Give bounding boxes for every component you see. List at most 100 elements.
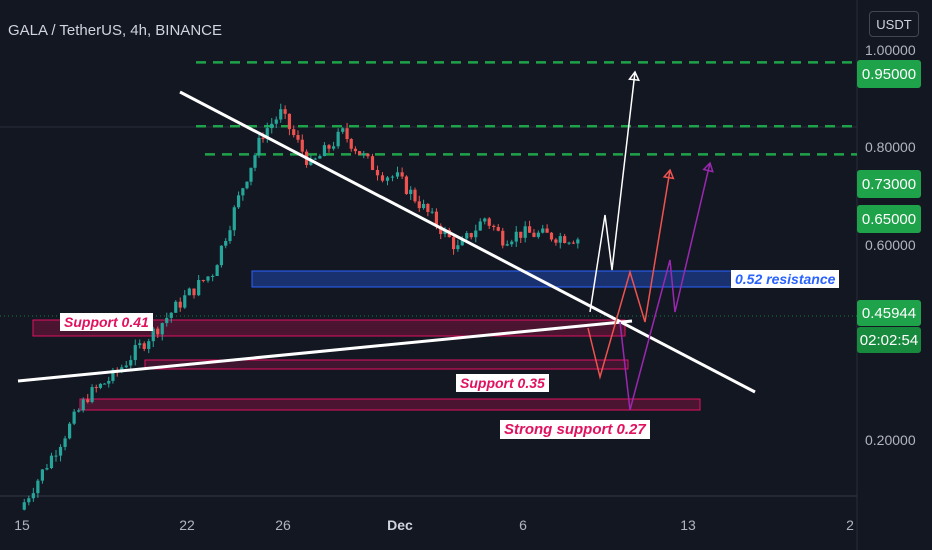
candle <box>478 221 482 231</box>
ascending-trendline <box>17 319 633 383</box>
candle <box>147 341 151 349</box>
support-041-zone <box>32 319 626 337</box>
support-035-label: Support 0.35 <box>456 374 549 392</box>
candle <box>257 137 261 156</box>
candle <box>370 156 375 170</box>
candle <box>219 245 224 266</box>
candle <box>300 139 304 152</box>
candle <box>236 195 241 208</box>
candle <box>460 238 464 246</box>
candle <box>279 109 283 120</box>
x-tick-label: 15 <box>14 517 30 533</box>
x-tick-label: 26 <box>275 517 291 533</box>
candle <box>514 231 518 242</box>
projection-path-purple <box>619 162 711 411</box>
candle <box>366 153 370 157</box>
target-level-badge: 0.65000 <box>857 205 921 233</box>
target-level-badge: 0.73000 <box>857 170 921 198</box>
candle <box>36 480 40 494</box>
candle <box>94 387 98 389</box>
x-tick-label: 13 <box>680 517 696 533</box>
support-035-zone <box>144 359 629 370</box>
candle <box>331 146 336 149</box>
candle <box>313 158 317 160</box>
candle <box>151 328 155 342</box>
candle <box>156 328 160 335</box>
x-tick-label: 22 <box>179 517 195 533</box>
candle <box>336 131 340 147</box>
candle <box>187 288 191 296</box>
candle <box>265 128 269 139</box>
candle <box>81 399 85 411</box>
x-tick-label: 6 <box>519 517 527 533</box>
candle <box>456 245 460 250</box>
candle <box>86 399 90 403</box>
candle <box>102 383 107 385</box>
candle <box>58 446 63 456</box>
candle <box>160 323 164 335</box>
candle <box>224 241 228 246</box>
candle <box>430 211 434 213</box>
candle <box>385 177 390 181</box>
candle <box>169 312 173 318</box>
candle <box>270 123 274 129</box>
candle <box>174 301 178 313</box>
candle <box>357 151 362 155</box>
y-tick-label: 0.80000 <box>865 139 916 155</box>
candle <box>215 265 219 276</box>
currency-badge[interactable]: USDT <box>869 11 919 37</box>
candle <box>98 383 103 388</box>
candle <box>404 176 409 195</box>
candle <box>409 189 413 195</box>
candle <box>451 237 456 250</box>
projection-path-red <box>587 169 671 380</box>
candle <box>465 233 469 239</box>
candle <box>68 423 72 439</box>
candle <box>261 137 265 139</box>
candle <box>545 228 549 233</box>
candle <box>292 129 296 136</box>
candle <box>206 276 210 281</box>
candle <box>192 288 196 296</box>
candle <box>22 502 26 510</box>
candle <box>287 113 292 130</box>
candle <box>249 167 253 182</box>
candle <box>501 230 505 246</box>
candle <box>54 455 58 457</box>
strong-support-label: Strong support 0.27 <box>500 420 650 439</box>
projection-path-white <box>589 71 636 313</box>
candle <box>536 232 540 237</box>
candle <box>318 156 322 159</box>
candle <box>107 380 111 384</box>
candle <box>541 228 545 233</box>
candle <box>31 493 35 499</box>
chart-title: GALA / TetherUS, 4h, BINANCE <box>8 22 222 39</box>
candle <box>510 241 514 245</box>
candle <box>296 135 300 140</box>
candle <box>483 218 487 222</box>
candle <box>341 128 345 132</box>
candle <box>380 175 385 181</box>
candle <box>349 139 353 149</box>
resistance-label: 0.52 resistance <box>731 270 840 288</box>
support-041-label: Support 0.41 <box>60 313 153 331</box>
candle <box>165 317 169 324</box>
x-tick-label: 2 <box>846 517 854 533</box>
candle <box>395 172 400 177</box>
candle <box>417 201 421 209</box>
candle <box>322 145 327 157</box>
candle <box>413 189 417 202</box>
candle <box>63 438 67 447</box>
candle <box>245 181 249 189</box>
candle <box>40 469 44 481</box>
candle <box>77 410 81 412</box>
candle <box>211 275 215 277</box>
candle <box>439 225 443 235</box>
arrow-head <box>628 70 640 82</box>
candle <box>274 119 278 124</box>
candle <box>523 226 527 238</box>
candle <box>353 148 358 152</box>
candle <box>253 155 257 168</box>
candle <box>178 301 182 308</box>
